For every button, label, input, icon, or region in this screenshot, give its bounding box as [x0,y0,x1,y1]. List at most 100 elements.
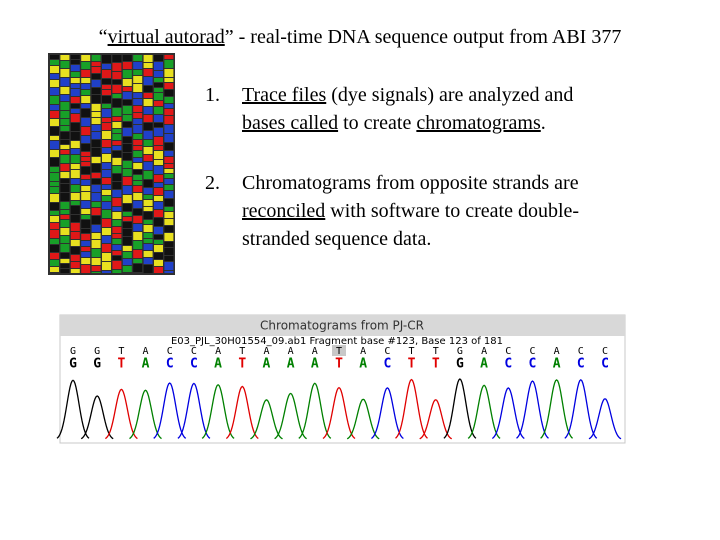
autorad-band [133,193,143,200]
autorad-band [164,104,174,108]
autorad-band [164,55,174,59]
autorad-band [164,233,174,241]
trace-peak [322,386,356,440]
base-call: A [215,346,221,357]
base-call: A [214,357,222,372]
autorad-band [102,185,111,189]
autorad-band [81,265,91,273]
autorad-band [143,212,153,219]
autorad-band [70,164,80,169]
autorad-band [70,223,80,231]
autorad-band [91,185,101,192]
trace-peak [564,378,598,439]
autorad-band [122,92,132,99]
autorad-band [154,235,163,239]
base-call: C [529,346,535,357]
autorad-band [91,173,101,178]
autorad-band [91,179,101,184]
autorad-band [70,215,80,222]
base-call: T [239,346,245,357]
trace-peak [80,395,114,440]
base-call: G [69,357,77,372]
autorad-band [143,86,153,92]
autorad-band [143,180,153,187]
autorad-band [164,271,174,273]
base-call: T [409,346,415,357]
autorad-band [60,155,70,163]
autorad-band [133,55,143,61]
autorad-band [112,80,122,84]
autorad-band [60,111,70,118]
autorad-band [164,60,174,68]
autorad-band [154,88,163,92]
autorad-band [91,258,101,265]
autorad-band [50,158,59,166]
autorad-band [102,236,111,243]
autorad-band [81,258,91,264]
autorad-band [60,78,70,86]
autorad-band [50,105,59,110]
autorad-band [102,228,111,235]
autorad-band [60,179,70,183]
title: “virtual autorad” - real-time DNA sequen… [0,27,720,47]
base-call: C [578,346,584,357]
text: ” - real-time DNA sequence output from A… [224,26,622,48]
autorad-band [60,126,70,131]
autorad-band [143,107,153,114]
autorad-band [102,154,111,162]
autorad-band [91,216,101,224]
autorad-band [122,237,132,245]
chromatogram-header-bar [60,315,625,336]
autorad-band [81,157,91,161]
autorad-band [60,61,70,68]
autorad-band [81,109,91,117]
autorad-band [164,185,174,190]
autorad-band [164,207,174,211]
autorad-band [60,228,70,235]
autorad-band [133,241,143,249]
autorad-band [164,226,174,232]
trace-peak [225,385,259,440]
autorad-band [143,265,153,273]
autorad-band [143,123,153,130]
autorad-band [154,93,163,100]
autorad-band [154,107,163,114]
base-call: A [311,357,319,372]
autorad-band [143,220,153,224]
autorad-band [122,122,132,127]
autorad-band [122,229,132,236]
autorad-band [81,62,91,69]
autorad-band [164,179,174,184]
autorad-band [91,88,101,94]
autorad-band [122,161,132,168]
autorad-band [70,193,80,200]
autorad-band [60,119,70,125]
autorad-band [133,134,143,139]
autorad-band [60,259,70,263]
base-call: C [602,346,608,357]
autorad-band [164,262,174,270]
base-call: T [118,346,124,357]
base-call: A [142,357,150,372]
autorad-band [122,100,132,105]
autorad-band [91,193,101,201]
autorad-band [122,217,132,221]
autorad-band [70,185,80,192]
autorad-band [143,63,153,68]
autorad-bands [50,55,174,273]
autorad-band [50,60,59,65]
autorad-band [133,201,143,208]
autorad-band [102,64,111,69]
autorad-band [50,127,59,135]
autorad-band [70,170,80,178]
autorad-band [164,125,174,133]
autorad-band [60,102,70,110]
autorad-band [133,146,143,150]
autorad-band [112,151,122,157]
underlined-text: reconciled [242,200,326,222]
autorad-band [164,242,174,247]
autorad-band [143,239,153,243]
list-line: stranded sequence data. [242,229,431,249]
base-call: A [359,357,367,372]
